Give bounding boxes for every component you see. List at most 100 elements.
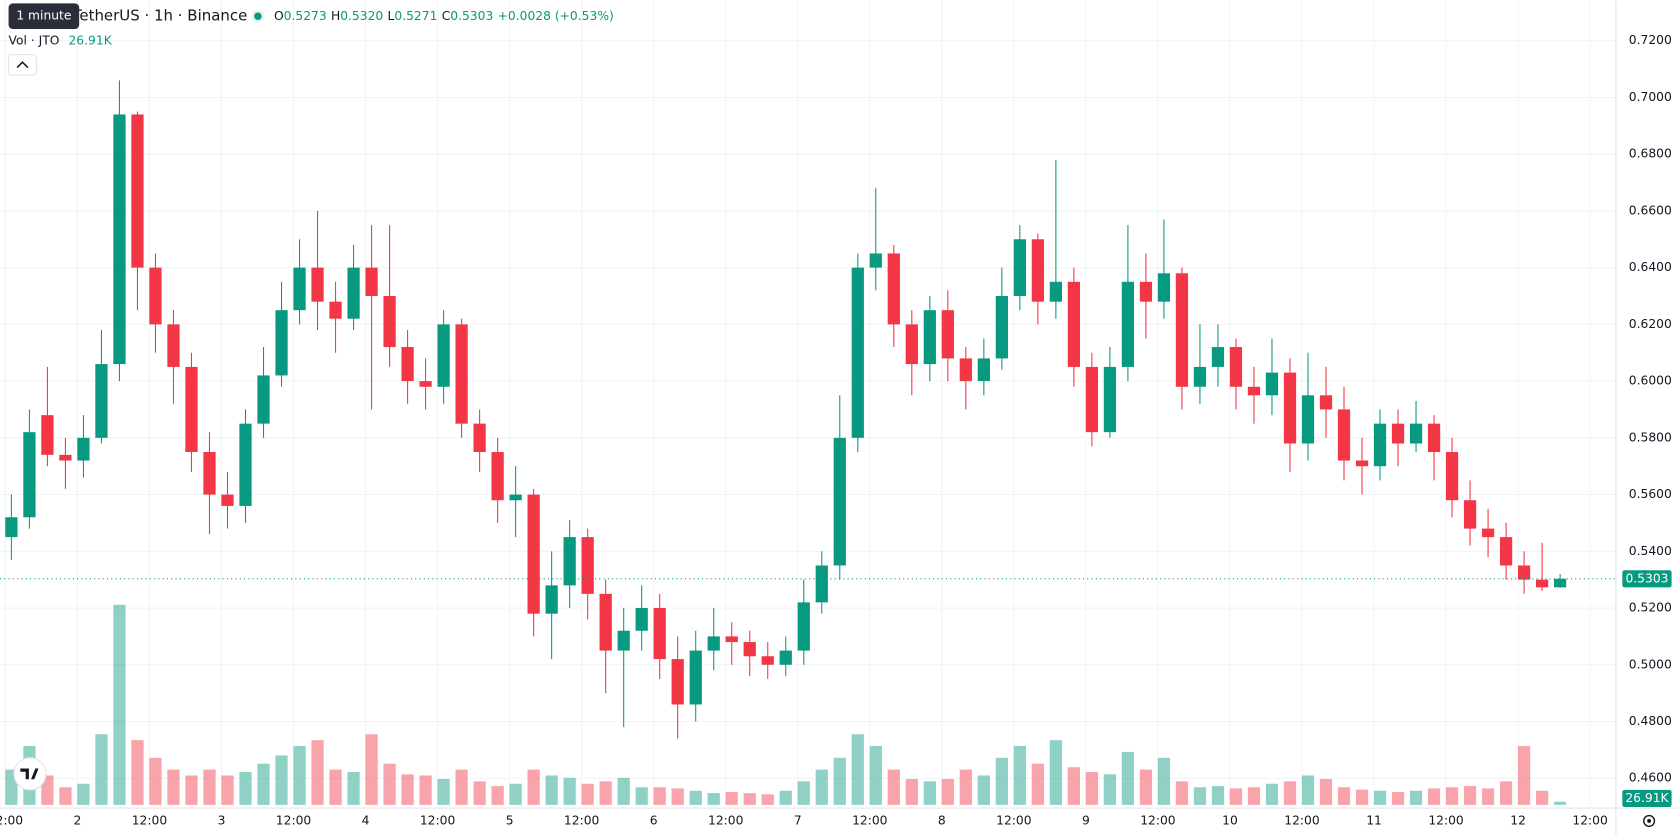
candle-body [1373, 423, 1387, 467]
candle-body [1553, 578, 1567, 588]
y-tick-label: 0.6800 [1629, 147, 1672, 161]
volume-bar [419, 775, 432, 805]
y-tick-label: 0.5600 [1629, 487, 1672, 501]
volume-bar [599, 781, 612, 805]
collapse-icon [16, 61, 29, 69]
candle-body [1247, 386, 1261, 396]
volume-bar [1553, 801, 1567, 805]
volume-bar [455, 769, 468, 805]
volume-box [1622, 789, 1672, 808]
volume-bar [689, 790, 702, 805]
volume-bar [1319, 778, 1333, 805]
volume-bar [329, 769, 342, 805]
y-tick-label: 0.5200 [1629, 601, 1672, 615]
volume-bar [239, 771, 252, 805]
volume-value: 26.91K [68, 33, 112, 47]
candle-body [689, 650, 702, 705]
volume-bar [635, 787, 648, 805]
c-value: 0.5303 [450, 9, 493, 23]
y-tick-label: 0.5800 [1629, 430, 1672, 444]
volume-bar [1103, 774, 1117, 805]
candle-body [1445, 452, 1459, 501]
volume-bar [167, 769, 180, 805]
candle-body [707, 636, 720, 651]
candle-body [5, 517, 18, 538]
grid [0, 0, 1616, 805]
candle-body [1427, 423, 1441, 453]
candle-body [365, 267, 378, 297]
candle-body [1517, 565, 1531, 580]
volume-bar [1121, 751, 1135, 805]
candle-body [635, 608, 648, 631]
candle-body [527, 494, 540, 614]
candle-body [1139, 281, 1153, 302]
l-label: L [388, 9, 395, 23]
x-tick-label: 7 [794, 813, 802, 827]
candle-body [41, 415, 54, 455]
y-tick-label: 0.5400 [1629, 544, 1672, 558]
candle-body [905, 324, 918, 365]
candle-body [743, 642, 756, 657]
tooltip-bg [8, 3, 80, 30]
volume-bar [1427, 788, 1441, 805]
x-tick-label: 12:00 [132, 813, 167, 827]
candle-body [923, 310, 936, 365]
volume-bar [923, 781, 936, 805]
volume-bar [1463, 786, 1477, 805]
logo-circle[interactable] [13, 757, 47, 791]
volume-bar [185, 775, 198, 805]
settings-icon[interactable] [1643, 814, 1656, 827]
volume-bar [1391, 791, 1405, 805]
volume-bar [563, 777, 576, 805]
volume-bar [131, 740, 144, 805]
x-tick-label: 8 [938, 813, 946, 827]
candle-body [941, 310, 954, 359]
volume-bar [437, 778, 450, 805]
candle-body [185, 366, 198, 453]
candle-body [1121, 281, 1135, 367]
candle-body [131, 114, 144, 268]
candle-body [311, 267, 324, 302]
volume-bar [1445, 787, 1459, 805]
candle-body [1085, 366, 1099, 433]
logo [20, 768, 39, 780]
candle-body [1193, 366, 1207, 387]
volume-bar [1193, 787, 1207, 805]
candle-body [113, 114, 126, 365]
change: +0.0028 (+0.53%) [498, 9, 614, 23]
candle-body [653, 608, 666, 660]
settings-icon-dot [1647, 819, 1652, 823]
symbol: TetherUS · 1h · Binance [72, 7, 248, 25]
candle-body [1013, 239, 1026, 297]
candle-body [419, 381, 432, 387]
volume-bar [833, 757, 846, 805]
volume-bar [41, 775, 54, 805]
candle-body [815, 565, 828, 603]
volume-bar [527, 769, 540, 805]
volume-bar [1031, 763, 1044, 805]
x-tick-label: 12:00 [996, 813, 1031, 827]
volume-bar [1265, 783, 1279, 805]
volume-bar [509, 783, 522, 805]
volume-bar [59, 787, 72, 805]
volume-bar [1067, 767, 1081, 805]
volume-bar [77, 783, 90, 805]
volume-bar [869, 746, 882, 805]
o-value: 0.5273 [284, 9, 327, 23]
candle-body [23, 432, 36, 518]
volume-bar [725, 791, 738, 805]
last-price-label: 0.5303 [1625, 571, 1668, 585]
volume-bar [257, 763, 270, 805]
legend: TetherUS · 1h · Binance O0.5273 H0.5320 L0… [8, 3, 614, 76]
volume-bar [491, 786, 504, 805]
candle-body [437, 324, 450, 387]
collapse-button[interactable] [8, 54, 37, 76]
x-tick-label: 12:00 [1428, 813, 1463, 827]
candle-body [761, 656, 774, 665]
candle-body [1103, 366, 1117, 433]
candle-body [59, 454, 72, 461]
candle-body [887, 253, 900, 325]
volume-bar [581, 783, 594, 805]
volume-bar [995, 757, 1008, 805]
